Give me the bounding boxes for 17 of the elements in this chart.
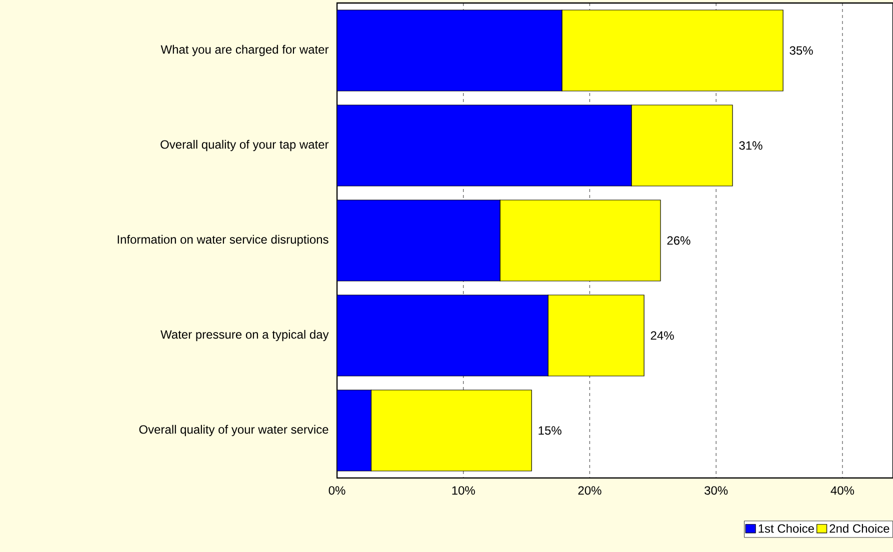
total-label: 26% (667, 236, 690, 245)
total-label: 31% (739, 141, 762, 150)
y-tick-label: What you are charged for water (160, 44, 329, 56)
y-tick-label: Water pressure on a typical day (160, 330, 329, 342)
x-tick-label: 20% (578, 486, 602, 495)
x-tick-label: 40% (830, 486, 854, 495)
x-tick-label: 10% (452, 486, 475, 495)
y-tick-label: Overall quality of your tap water (160, 140, 329, 152)
x-tick-label: 30% (704, 486, 728, 495)
total-label: 35% (790, 46, 813, 55)
total-label: 15% (538, 426, 562, 435)
legend-label: 1st Choice (758, 524, 814, 533)
y-tick-label: Overall quality of your water service (139, 424, 328, 436)
y-tick-label: Information on water service disruptions (118, 234, 328, 246)
x-tick-label: 0% (328, 486, 346, 495)
legend-label: 2nd Choice (830, 524, 890, 533)
total-label: 24% (650, 331, 674, 340)
